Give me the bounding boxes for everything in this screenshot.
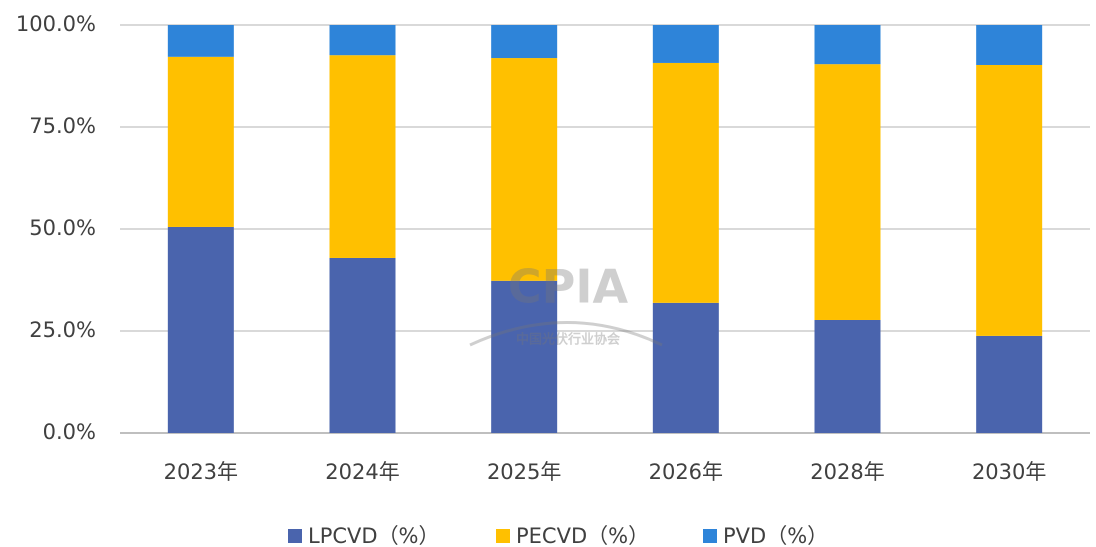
bar-segment	[491, 280, 558, 433]
bar-segment	[976, 335, 1043, 433]
legend-swatch	[288, 529, 302, 543]
x-tick-label: 2024年	[325, 460, 399, 484]
y-tick-label: 0.0%	[43, 420, 96, 444]
bar-segment	[976, 25, 1043, 65]
bar-segment	[167, 25, 234, 57]
y-tick-label: 100.0%	[16, 12, 96, 36]
bar-segment	[814, 25, 881, 65]
x-tick-label: 2030年	[972, 460, 1046, 484]
legend-label: PVD（%）	[723, 524, 828, 547]
watermark-name: 中国光伏行业协会	[516, 332, 621, 348]
bar-segment	[167, 226, 234, 433]
bar-segment	[814, 64, 881, 320]
bar-segment	[329, 25, 396, 56]
bar-segment	[491, 58, 558, 281]
bar-segment	[652, 62, 719, 303]
legend-swatch	[496, 529, 510, 543]
y-tick-label: 50.0%	[29, 216, 96, 240]
watermark: CPIA 中国光伏行业协会	[469, 260, 663, 348]
bar-segment	[329, 55, 396, 258]
bar-segment	[652, 302, 719, 433]
legend-label: PECVD（%）	[516, 524, 649, 547]
bar-segment	[167, 56, 234, 227]
bar-segment	[491, 25, 558, 59]
legend-label: LPCVD（%）	[308, 524, 440, 547]
x-tick-label: 2025年	[487, 460, 561, 484]
bar-segment	[814, 319, 881, 433]
watermark-logo: CPIA	[508, 260, 629, 314]
y-tick-label: 75.0%	[29, 114, 96, 138]
x-tick-label: 2026年	[649, 460, 723, 484]
x-tick-label: 2023年	[164, 460, 238, 484]
bar-segment	[976, 64, 1043, 336]
bar-segment	[329, 257, 396, 433]
legend-swatch	[703, 529, 717, 543]
watermark-arc	[469, 321, 663, 347]
y-tick-label: 25.0%	[29, 318, 96, 342]
x-tick-label: 2028年	[810, 460, 884, 484]
bar-segment	[652, 25, 719, 63]
